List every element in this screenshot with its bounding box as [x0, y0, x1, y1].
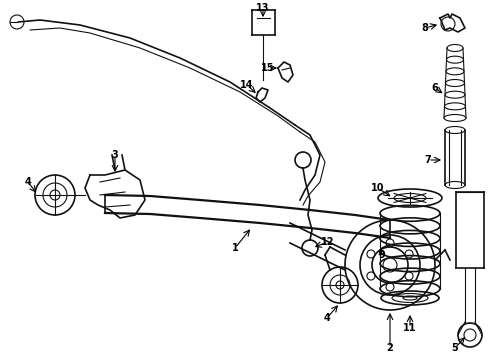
Text: 4: 4	[323, 313, 330, 323]
Text: 5: 5	[452, 343, 458, 353]
Text: 7: 7	[425, 155, 431, 165]
Text: 12: 12	[321, 237, 335, 247]
Text: 15: 15	[261, 63, 275, 73]
Text: 13: 13	[256, 3, 270, 13]
Text: 9: 9	[379, 250, 385, 260]
Text: 4: 4	[24, 177, 31, 187]
Text: 8: 8	[421, 23, 428, 33]
Text: 2: 2	[387, 343, 393, 353]
Text: 11: 11	[403, 323, 417, 333]
Text: 10: 10	[371, 183, 385, 193]
Text: 3: 3	[112, 150, 119, 160]
Text: 1: 1	[232, 243, 238, 253]
Text: 14: 14	[240, 80, 254, 90]
Text: 6: 6	[432, 83, 439, 93]
